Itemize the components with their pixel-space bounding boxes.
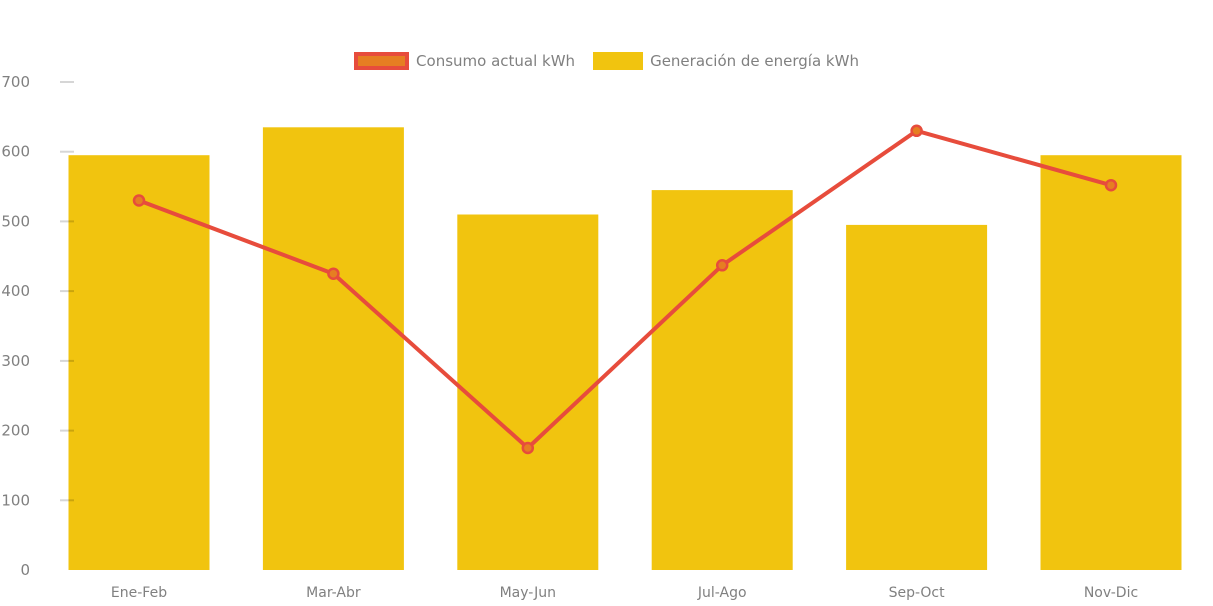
consumo-line: [137, 128, 1113, 450]
legend-item-generacion-energia[interactable]: Generación de energía kWh: [593, 52, 859, 70]
x-axis-label-nov-dic: Nov-Dic: [1084, 585, 1138, 601]
x-axis-label-sep-oct: Sep-Oct: [889, 585, 946, 601]
y-axis-label-400: 400: [1, 282, 30, 300]
y-axis-label-300: 300: [1, 352, 30, 370]
legend-swatch-consumo-line: [354, 52, 410, 70]
point-jul-ago[interactable]: [715, 259, 729, 272]
y-axis-label-100: 100: [1, 491, 30, 509]
bar-nov-dic[interactable]: [1040, 155, 1182, 570]
point-may-jun[interactable]: [521, 441, 535, 455]
y-axis-label-200: 200: [1, 422, 30, 440]
legend-swatch-generacion-bar: [593, 52, 644, 70]
y-axis-label-0: 0: [20, 561, 30, 579]
y-axis-label-700: 700: [1, 73, 30, 91]
y-axis-label-600: 600: [1, 143, 30, 161]
legend-label-consumo: Consumo actual kWh: [416, 52, 576, 70]
point-mar-abr[interactable]: [327, 267, 340, 280]
y-axis-label-500: 500: [1, 212, 30, 230]
x-axis-label-mar-abr: Mar-Abr: [306, 585, 361, 601]
legend-label-generacion: Generación de energía kWh: [650, 52, 859, 70]
bar-may-jun[interactable]: [457, 214, 599, 571]
point-ene-feb[interactable]: [132, 194, 146, 207]
bar-sep-oct[interactable]: [846, 224, 988, 570]
point-sep-oct[interactable]: [910, 124, 923, 138]
x-axis-label-jul-ago: Jul-Ago: [697, 585, 747, 601]
x-axis-label-ene-feb: Ene-Feb: [111, 585, 167, 601]
chart-legend: Consumo actual kWh Generación de energía…: [0, 52, 1213, 70]
x-axis-label-may-jun: May-Jun: [500, 585, 556, 601]
point-nov-dic[interactable]: [1104, 178, 1118, 192]
bar-jul-ago[interactable]: [651, 190, 793, 570]
legend-item-consumo-actual[interactable]: Consumo actual kWh: [354, 52, 575, 70]
bar-ene-feb[interactable]: [68, 155, 210, 570]
bar-mar-abr[interactable]: [262, 127, 404, 571]
